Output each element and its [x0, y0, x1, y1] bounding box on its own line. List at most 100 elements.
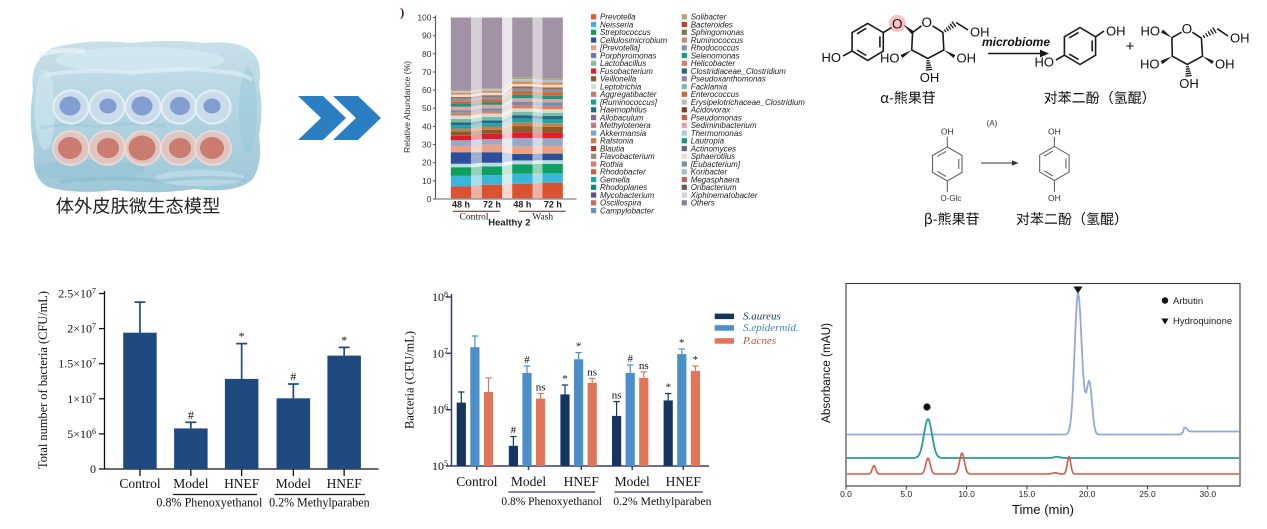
svg-text:[Ruminococcus]: [Ruminococcus] [599, 98, 658, 107]
svg-text:ns: ns [536, 382, 546, 394]
svg-text:Flavobacterium: Flavobacterium [600, 152, 655, 161]
svg-text:Model: Model [615, 474, 650, 489]
svg-text:Rhodobacter: Rhodobacter [600, 168, 646, 177]
svg-text:HO: HO [1140, 57, 1160, 72]
svg-text:Gemella: Gemella [600, 175, 630, 184]
svg-text:#: # [524, 354, 530, 366]
svg-text:Absorbance (mAU): Absorbance (mAU) [821, 323, 833, 423]
svg-text:Haemophilus: Haemophilus [600, 106, 647, 115]
svg-text:Control: Control [119, 476, 161, 491]
svg-text:0: 0 [90, 462, 96, 476]
svg-text:40: 40 [422, 121, 432, 131]
svg-text:Porphyromonas: Porphyromonas [600, 51, 656, 60]
svg-text:Selenomonas: Selenomonas [691, 51, 740, 60]
svg-text:Ralstonia: Ralstonia [600, 137, 634, 146]
svg-text:HNEF: HNEF [224, 476, 260, 491]
svg-text:72 h: 72 h [544, 200, 562, 210]
svg-text:Sphingomonas: Sphingomonas [691, 28, 744, 37]
svg-text:Leptotrichia: Leptotrichia [600, 82, 642, 91]
svg-text:80: 80 [422, 49, 432, 59]
svg-text:Bacteroides: Bacteroides [691, 20, 733, 29]
svg-text:HO: HO [1141, 24, 1161, 39]
svg-text:OH: OH [970, 25, 990, 40]
svg-text:Control: Control [456, 474, 498, 489]
svg-text:#: # [627, 353, 633, 365]
svg-text:HO: HO [880, 51, 900, 66]
svg-text:Others: Others [691, 199, 715, 208]
svg-text:Blautia: Blautia [600, 144, 625, 153]
svg-text:10: 10 [422, 176, 432, 186]
svg-text:Campylobacter: Campylobacter [600, 206, 654, 215]
svg-text:30: 30 [422, 140, 432, 150]
svg-text:P.acnes: P.acnes [742, 335, 776, 347]
svg-text:Fusobacterium: Fusobacterium [600, 67, 653, 76]
svg-text:Acidovorax: Acidovorax [690, 106, 732, 115]
svg-text:Oscillospira: Oscillospira [600, 199, 642, 208]
svg-text:20.0: 20.0 [1079, 489, 1096, 499]
svg-text:+: + [1126, 38, 1135, 55]
svg-text:Lactobacillus: Lactobacillus [600, 59, 646, 68]
svg-text:OH: OH [941, 127, 954, 137]
svg-text:(A): (A) [987, 119, 998, 128]
svg-text:*: * [665, 382, 671, 394]
svg-text:Bacteria (CFU/mL): Bacteria (CFU/mL) [402, 331, 417, 429]
svg-text:105: 105 [432, 459, 448, 473]
svg-text:Oribacterium: Oribacterium [691, 183, 737, 192]
svg-text:HO: HO [1035, 55, 1055, 70]
svg-text:5.0: 5.0 [900, 489, 912, 499]
svg-text:[Prevotella]: [Prevotella] [599, 44, 641, 53]
svg-text:HNEF: HNEF [564, 474, 600, 489]
svg-text:Hydroquinone: Hydroquinone [1173, 316, 1232, 327]
svg-text:*: * [693, 354, 699, 366]
svg-text:ns: ns [612, 390, 622, 402]
svg-text:1×107: 1×107 [67, 392, 96, 406]
svg-text:Model: Model [276, 476, 311, 491]
svg-text:Control: Control [459, 213, 488, 223]
svg-text:Methylotenera: Methylotenera [600, 121, 651, 130]
svg-text:Pseudomonas: Pseudomonas [691, 113, 742, 122]
svg-text:microbiome: microbiome [982, 35, 1050, 49]
svg-text:Koribacter: Koribacter [691, 168, 728, 177]
svg-text:70: 70 [422, 67, 432, 77]
svg-text:Rothia: Rothia [600, 160, 624, 169]
svg-text:OH: OH [1048, 127, 1061, 137]
svg-text:HO: HO [822, 50, 842, 65]
svg-text:S.epidermid.: S.epidermid. [743, 322, 799, 334]
svg-text:30.0: 30.0 [1200, 489, 1217, 499]
svg-text:0.2% Methylparaben: 0.2% Methylparaben [613, 494, 711, 508]
svg-text:*: * [239, 329, 245, 343]
svg-text:48 h: 48 h [452, 200, 470, 210]
svg-text:Helicobacter: Helicobacter [691, 59, 736, 68]
svg-text:0.0: 0.0 [840, 489, 852, 499]
svg-text:Mycobacterium: Mycobacterium [600, 191, 655, 200]
svg-text:Sphaerotilus: Sphaerotilus [691, 152, 735, 161]
svg-text:): ) [400, 5, 404, 20]
svg-text:Xiphinematobacter: Xiphinematobacter [690, 191, 758, 200]
svg-text:50: 50 [422, 103, 432, 113]
svg-text:Aggregatibacter: Aggregatibacter [599, 90, 657, 99]
svg-text:HNEF: HNEF [666, 474, 702, 489]
svg-text:OH: OH [1048, 193, 1061, 203]
svg-text:Model: Model [173, 476, 208, 491]
svg-text:106: 106 [432, 403, 448, 417]
svg-text:0.2% Methylparaben: 0.2% Methylparaben [269, 496, 370, 510]
svg-text:Cellulosimicrobium: Cellulosimicrobium [600, 36, 667, 45]
svg-text:#: # [188, 408, 194, 422]
svg-text:0.8% Phenoxyethanol: 0.8% Phenoxyethanol [501, 494, 602, 508]
svg-text:OH: OH [1215, 57, 1235, 72]
svg-text:Actinomyces: Actinomyces [690, 144, 736, 153]
svg-text:25.0: 25.0 [1139, 489, 1156, 499]
svg-text:OH: OH [1230, 31, 1250, 46]
svg-text:2.5×107: 2.5×107 [58, 287, 96, 301]
svg-text:OH: OH [957, 51, 977, 66]
svg-text:Rhodoplanes: Rhodoplanes [600, 183, 647, 192]
svg-text:107: 107 [432, 346, 448, 360]
svg-text:100: 100 [417, 13, 431, 23]
svg-text:OH: OH [920, 70, 940, 85]
svg-text:Enterococcus: Enterococcus [691, 90, 739, 99]
svg-text:Thermomonas: Thermomonas [691, 129, 743, 138]
svg-text:Wash: Wash [532, 213, 553, 223]
svg-text:Veillonella: Veillonella [600, 75, 637, 84]
svg-text:Rhodococcus: Rhodococcus [691, 44, 739, 53]
svg-text:15.0: 15.0 [1019, 489, 1036, 499]
